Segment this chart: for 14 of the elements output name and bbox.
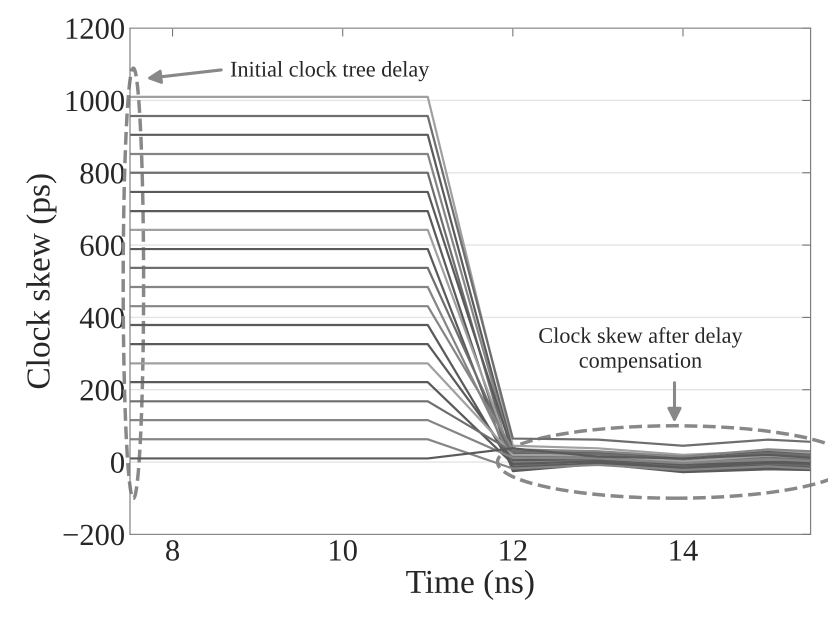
x-axis-title: Time (ns) (406, 570, 534, 600)
y-tick-label: 1000 (66, 90, 124, 112)
y-tick-label: 800 (80, 163, 124, 184)
annotation: Initial clock tree delay (230, 61, 430, 82)
y-tick-label: 0 (111, 452, 124, 473)
y-axis-title: Clock skew (ps) (26, 174, 57, 388)
x-tick-label: 12 (500, 540, 526, 560)
x-tick-label: 10 (330, 540, 357, 561)
annotation: Clock skew after delay compensation (539, 327, 742, 372)
x-tick-label: 14 (670, 540, 698, 560)
y-tick-label: 1200 (66, 18, 124, 40)
x-tick-label: 8 (166, 540, 180, 561)
y-tick-label: 200 (80, 380, 124, 401)
y-tick-label: −200 (64, 524, 124, 546)
